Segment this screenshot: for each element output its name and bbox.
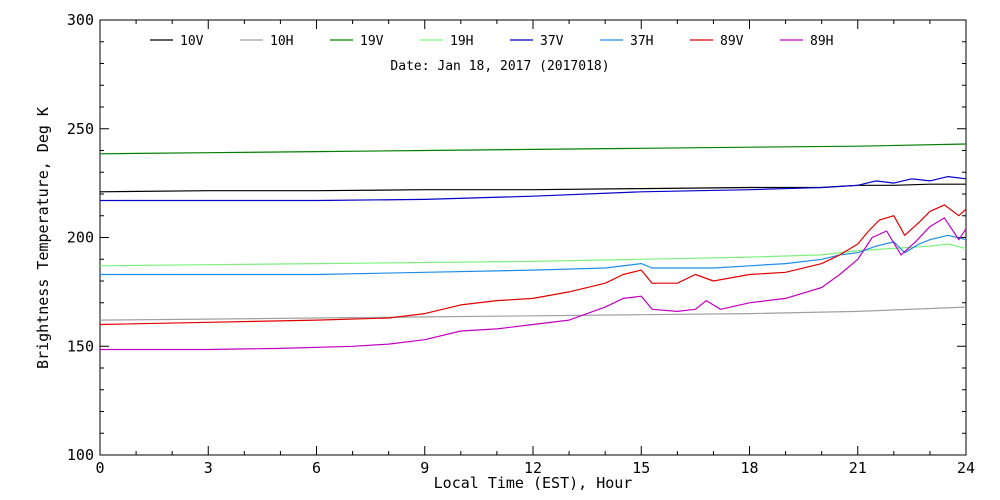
x-axis-label: Local Time (EST), Hour xyxy=(434,474,633,492)
legend-label-10v: 10V xyxy=(180,34,204,49)
legend-label-37h: 37H xyxy=(630,34,653,49)
x-tick-label: 24 xyxy=(957,459,975,477)
legend-label-10h: 10H xyxy=(270,34,293,49)
x-tick-label: 18 xyxy=(740,459,758,477)
x-tick-label: 9 xyxy=(420,459,429,477)
x-tick-label: 0 xyxy=(95,459,104,477)
legend-label-89h: 89H xyxy=(810,34,833,49)
x-tick-label: 12 xyxy=(524,459,542,477)
y-tick-label: 150 xyxy=(67,337,94,355)
series-line-19h xyxy=(99,243,967,267)
x-tick-label: 15 xyxy=(632,459,650,477)
series-line-10v xyxy=(99,183,966,193)
y-tick-label: 300 xyxy=(67,11,94,29)
series-line-19v xyxy=(99,143,967,155)
series-line-89h xyxy=(100,217,967,351)
y-tick-label: 100 xyxy=(67,446,94,464)
legend-label-19v: 19V xyxy=(360,34,384,49)
legend-label-19h: 19H xyxy=(450,34,473,49)
legend-label-89v: 89V xyxy=(720,34,744,49)
axis-ticks: 0 3 6 9 12 15 18 21 24 100 150 200 250 300 xyxy=(67,11,975,477)
x-tick-label: 21 xyxy=(849,459,867,477)
x-tick-label: 6 xyxy=(312,459,321,477)
plot-frame xyxy=(99,19,967,456)
chart-subtitle: Date: Jan 18, 2017 (2017018) xyxy=(390,59,609,74)
series-line-89v xyxy=(99,204,967,326)
series-line-37h xyxy=(100,234,967,276)
y-tick-label: 200 xyxy=(67,229,94,247)
series-lines xyxy=(99,143,967,351)
series-line-10h xyxy=(99,306,967,321)
series-line-37v xyxy=(100,176,967,202)
legend-label-37v: 37V xyxy=(540,34,564,49)
x-tick-label: 3 xyxy=(204,459,213,477)
y-axis-label: Brightness Temperature, Deg K xyxy=(34,107,52,369)
legend: 10V 10H 19V 19H 37V 37H 89V 89H xyxy=(150,34,833,49)
y-tick-label: 250 xyxy=(67,120,94,138)
